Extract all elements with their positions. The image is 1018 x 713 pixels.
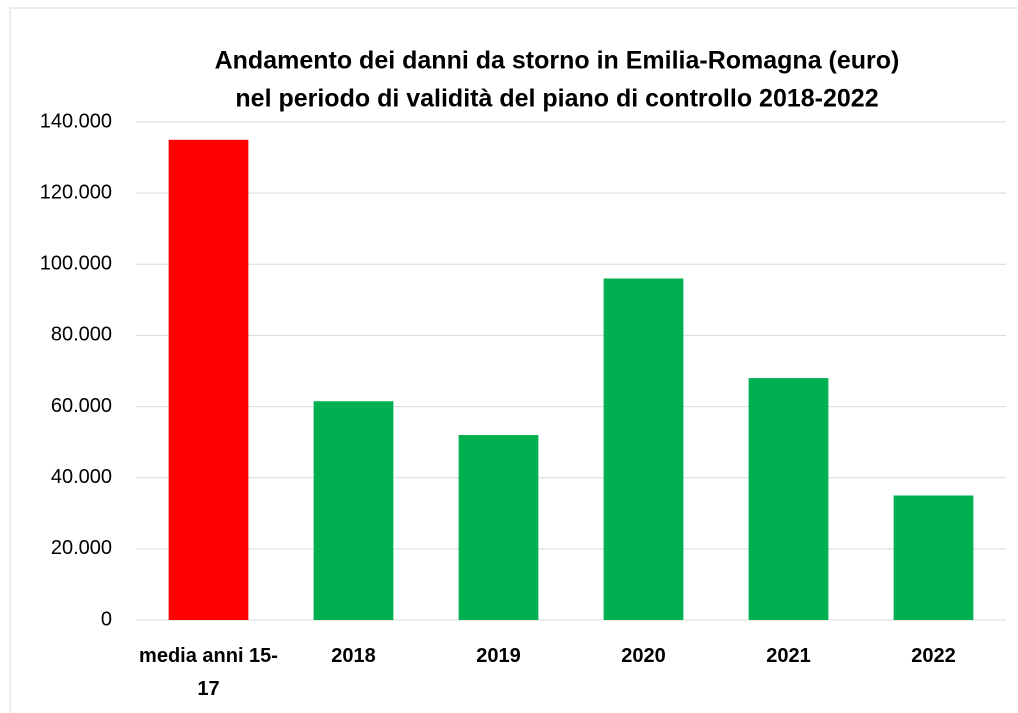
y-tick-label: 0 [101,608,112,630]
y-tick-label: 20.000 [51,537,112,559]
bar [603,278,684,620]
y-tick-label: 80.000 [51,324,112,346]
x-tick-label: media anni 15-17 [139,645,278,700]
bar [168,139,249,621]
y-tick-label: 140.000 [40,110,112,132]
x-tick-label: 2019 [476,645,521,667]
chart-title: nel periodo di validità del piano di con… [235,85,878,113]
x-tick-label: 2022 [911,645,956,667]
y-tick-label: 120.000 [40,181,112,203]
chart-title: Andamento dei danni da storno in Emilia-… [215,47,900,75]
y-tick-label: 60.000 [51,395,112,417]
bar [893,495,974,620]
chart-border [9,7,1018,713]
x-tick-label: 2020 [621,645,666,667]
bar [748,378,829,620]
x-tick-label: 2021 [766,645,811,667]
y-tick-label: 100.000 [40,253,112,275]
bar [458,435,539,620]
bar [313,401,394,620]
x-tick-label: 2018 [331,645,376,667]
y-tick-label: 40.000 [51,466,112,488]
